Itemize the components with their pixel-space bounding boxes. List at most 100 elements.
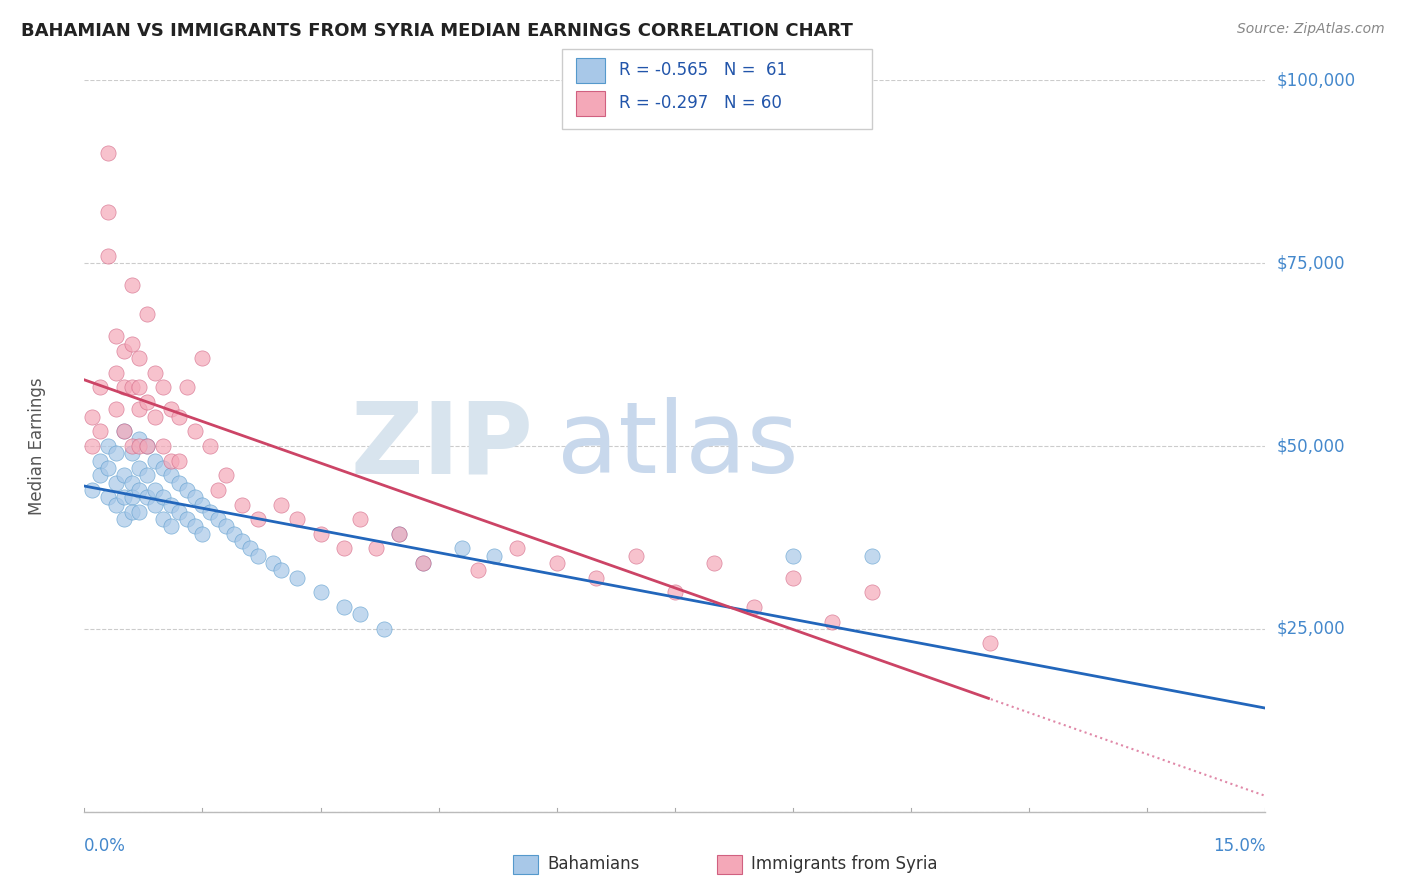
Point — [128, 483, 150, 497]
Point — [128, 432, 150, 446]
Point — [136, 439, 159, 453]
Point — [167, 453, 190, 467]
Text: atlas: atlas — [557, 398, 799, 494]
Point — [664, 585, 686, 599]
Point — [191, 526, 214, 541]
Point — [979, 636, 1001, 650]
Point — [104, 366, 127, 380]
Point — [152, 461, 174, 475]
Point — [112, 343, 135, 358]
Point — [412, 556, 434, 570]
Point — [270, 498, 292, 512]
Point — [262, 556, 284, 570]
Point — [176, 483, 198, 497]
Point — [388, 526, 411, 541]
Text: Bahamians: Bahamians — [547, 855, 640, 873]
Text: BAHAMIAN VS IMMIGRANTS FROM SYRIA MEDIAN EARNINGS CORRELATION CHART: BAHAMIAN VS IMMIGRANTS FROM SYRIA MEDIAN… — [21, 22, 853, 40]
Point — [183, 425, 205, 439]
Point — [782, 549, 804, 563]
Point — [860, 585, 883, 599]
Point — [191, 498, 214, 512]
Point — [285, 571, 308, 585]
Point — [349, 512, 371, 526]
Point — [143, 409, 166, 424]
Point — [82, 409, 104, 424]
Point — [373, 622, 395, 636]
Point — [482, 549, 505, 563]
Point — [160, 468, 183, 483]
Text: Immigrants from Syria: Immigrants from Syria — [751, 855, 938, 873]
Point — [231, 498, 253, 512]
Point — [143, 498, 166, 512]
Point — [104, 402, 127, 417]
Point — [246, 549, 269, 563]
Point — [104, 446, 127, 460]
Point — [104, 475, 127, 490]
Point — [183, 490, 205, 504]
Point — [97, 146, 120, 161]
Point — [128, 439, 150, 453]
Point — [121, 475, 143, 490]
Point — [782, 571, 804, 585]
Point — [742, 599, 765, 614]
Point — [136, 395, 159, 409]
Point — [160, 519, 183, 533]
Point — [89, 380, 111, 394]
Point — [333, 541, 356, 556]
Point — [546, 556, 568, 570]
Point — [364, 541, 387, 556]
Point — [136, 468, 159, 483]
Point — [97, 461, 120, 475]
Point — [285, 512, 308, 526]
Text: $100,000: $100,000 — [1277, 71, 1355, 89]
Point — [270, 563, 292, 577]
Point — [128, 461, 150, 475]
Text: Source: ZipAtlas.com: Source: ZipAtlas.com — [1237, 22, 1385, 37]
Point — [143, 366, 166, 380]
Point — [128, 402, 150, 417]
Text: 15.0%: 15.0% — [1213, 837, 1265, 855]
Point — [97, 439, 120, 453]
Point — [128, 380, 150, 394]
Point — [207, 512, 229, 526]
Point — [136, 439, 159, 453]
Text: Median Earnings: Median Earnings — [28, 377, 46, 515]
Point — [136, 307, 159, 321]
Point — [143, 453, 166, 467]
Point — [624, 549, 647, 563]
Point — [231, 534, 253, 549]
Point — [121, 278, 143, 293]
Point — [128, 505, 150, 519]
Text: $50,000: $50,000 — [1277, 437, 1346, 455]
Point — [121, 490, 143, 504]
Point — [89, 425, 111, 439]
Point — [152, 490, 174, 504]
Point — [121, 336, 143, 351]
Point — [388, 526, 411, 541]
Point — [176, 512, 198, 526]
Point — [167, 409, 190, 424]
Point — [349, 607, 371, 622]
Point — [412, 556, 434, 570]
Point — [104, 498, 127, 512]
Point — [112, 468, 135, 483]
Point — [82, 483, 104, 497]
Point — [97, 490, 120, 504]
Point — [112, 425, 135, 439]
Point — [333, 599, 356, 614]
Point — [152, 380, 174, 394]
Point — [176, 380, 198, 394]
Point — [821, 615, 844, 629]
Point — [112, 512, 135, 526]
Text: R = -0.565   N =  61: R = -0.565 N = 61 — [619, 62, 787, 79]
Point — [215, 468, 238, 483]
Point — [152, 439, 174, 453]
Point — [183, 519, 205, 533]
Point — [89, 453, 111, 467]
Point — [104, 329, 127, 343]
Point — [215, 519, 238, 533]
Point — [860, 549, 883, 563]
Point — [703, 556, 725, 570]
Point — [112, 425, 135, 439]
Point — [309, 526, 332, 541]
